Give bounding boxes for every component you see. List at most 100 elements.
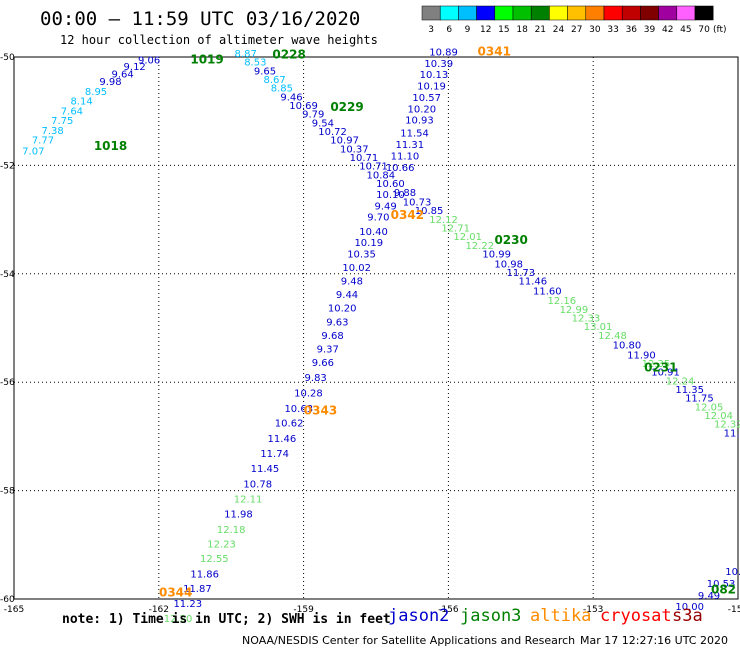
colorbar-label: 24 — [553, 25, 565, 35]
wave-height-value: 12.55 — [200, 554, 229, 565]
colorbar-label: 39 — [644, 25, 656, 35]
pass-time-label: 082 — [711, 583, 736, 597]
wave-height-value: 9.12 — [124, 62, 146, 73]
wave-height-value: 11.90 — [627, 350, 656, 361]
wave-height-value: 10.71 — [359, 162, 388, 173]
colorbar-label: 42 — [662, 25, 673, 35]
wave-height-value: 9.88 — [394, 188, 416, 199]
wave-height-value: 12.48 — [598, 331, 627, 342]
wave-height-value: 9.48 — [341, 277, 363, 288]
colorbar-label: 70 — [698, 25, 710, 35]
lon-tick-label: -153 — [583, 605, 603, 615]
wave-height-value: 10. — [725, 567, 740, 578]
wave-height-value: 12.20 — [164, 614, 193, 625]
wave-height-value: 11.87 — [183, 584, 212, 595]
wave-height-value: 10.13 — [420, 70, 449, 81]
wave-height-value: 10.35 — [347, 250, 376, 261]
colorbar-swatch — [512, 5, 532, 21]
graticule — [14, 57, 738, 599]
colorbar-label: 27 — [571, 25, 582, 35]
wave-height-value: 12.24 — [666, 376, 695, 387]
pass-time-label: 0228 — [272, 48, 305, 62]
colorbar-swatch — [476, 5, 496, 21]
wave-height-value: 10.20 — [408, 104, 437, 115]
colorbar-label: 30 — [589, 25, 601, 35]
wave-height-value: 9.54 — [312, 118, 334, 129]
wave-height-value: 9.37 — [317, 344, 339, 355]
wave-height-value: 10.19 — [354, 238, 383, 249]
colorbar-label: 36 — [626, 25, 638, 35]
wave-height-value: 8.87 — [235, 49, 257, 60]
wave-height-value: 11.78 — [724, 428, 740, 439]
legend-cryosat: cryosat — [600, 606, 672, 626]
wave-height-value: 12.23 — [207, 540, 236, 551]
footer-credit: NOAA/NESDIS Center for Satellite Applica… — [242, 634, 576, 647]
wave-height-value: 7.38 — [41, 126, 63, 137]
wave-height-value: 10.69 — [289, 101, 318, 112]
pass-time-label: 0230 — [494, 233, 527, 247]
colorbar-swatch — [421, 5, 441, 21]
colorbar-label: 9 — [465, 25, 471, 35]
colorbar-label: 6 — [446, 25, 452, 35]
wave-height-value: 7.07 — [22, 147, 44, 158]
wave-height-value: 12.05 — [695, 402, 724, 413]
wave-height-value: 12.01 — [453, 232, 482, 243]
wave-height-value: 9.46 — [280, 92, 302, 103]
wave-height-value: 10.02 — [342, 263, 371, 274]
wave-height-value: 10.97 — [330, 136, 359, 147]
wave-height-value: 11.10 — [391, 151, 420, 162]
wave-height-value: 10.10 — [376, 190, 405, 201]
colorbar-swatch — [585, 5, 605, 21]
lat-tick-label: -52 — [0, 161, 15, 171]
wave-height-value: 7.77 — [32, 136, 54, 147]
legend-jason2: jason2 — [388, 606, 450, 626]
wave-height-value: 9.70 — [367, 213, 389, 224]
pass-time-label: 0341 — [478, 44, 511, 58]
footnote: note: 1) Time is in UTC; 2) SWH is in fe… — [62, 612, 391, 627]
wave-height-value: 10.66 — [386, 163, 415, 174]
wave-height-value: 11.74 — [260, 449, 289, 460]
lat-tick-label: -50 — [0, 53, 15, 63]
lat-tick-label: -60 — [0, 595, 15, 605]
colorbar-swatch — [676, 5, 696, 21]
wave-height-value: 11.31 — [395, 140, 424, 151]
wave-height-value: 10.93 — [405, 116, 434, 127]
colorbar-label: 3 — [428, 25, 434, 35]
colorbar-label: 12 — [480, 25, 491, 35]
wave-height-value: 10.99 — [482, 250, 511, 261]
page-subtitle: 12 hour collection of altimeter wave hei… — [60, 33, 378, 47]
wave-height-value: 9.49 — [375, 201, 397, 212]
colorbar-swatch — [549, 5, 568, 21]
wave-height-value: 12.71 — [441, 224, 470, 235]
pass-time-label: 0344 — [159, 585, 192, 599]
wave-height-value: 9.83 — [305, 373, 327, 384]
footer-timestamp: Mar 17 12:27:16 UTC 2020 — [580, 634, 728, 647]
wave-height-value: 9.98 — [99, 77, 121, 88]
colorbar-swatch — [621, 5, 641, 21]
wave-height-value: 10.80 — [613, 341, 642, 352]
wave-height-value: 11.23 — [173, 599, 202, 610]
lon-tick-label: -165 — [4, 605, 24, 615]
wave-height-value: 8.53 — [244, 58, 266, 69]
wave-height-value: 11.35 — [675, 385, 704, 396]
wave-height-value: 12.16 — [548, 296, 577, 307]
wave-height-value: 10.91 — [651, 368, 680, 379]
wave-height-value: 10.28 — [294, 388, 323, 399]
wave-height-value: 12.33 — [572, 313, 601, 324]
lon-tick-label: -162 — [149, 605, 169, 615]
wave-height-value: 12.22 — [465, 241, 494, 252]
wave-height-value: 10.71 — [350, 153, 379, 164]
pass-time-label: 0343 — [304, 404, 337, 418]
wave-height-value: 12.04 — [704, 411, 733, 422]
wave-height-value: 10.73 — [403, 198, 432, 209]
wave-height-value: 9.63 — [326, 317, 348, 328]
colorbar-label: 15 — [498, 25, 509, 35]
lon-tick-label: -156 — [438, 605, 459, 615]
wave-height-value: 10.72 — [318, 127, 347, 138]
wave-height-value: 11.86 — [190, 569, 219, 580]
lat-tick-label: -54 — [0, 270, 15, 280]
lat-tick-label: -56 — [0, 378, 15, 388]
colorbar-unit: (ft) — [713, 25, 727, 35]
colorbar-label: 21 — [535, 25, 546, 35]
